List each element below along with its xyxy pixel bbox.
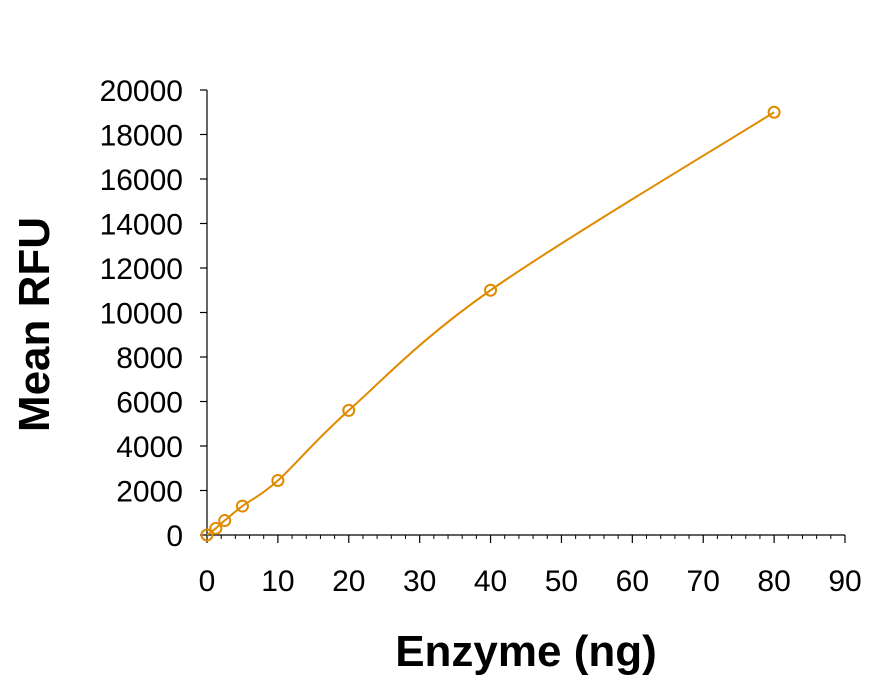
y-ticks: 0 2000 4000 6000 8000 10000 12000 14000 16000 180…: [100, 75, 207, 553]
x-tick-label: 0: [199, 565, 216, 598]
x-tick-label: 30: [403, 565, 436, 598]
fit-curve: [206, 111, 775, 536]
y-tick-label: 16000: [100, 164, 183, 197]
data-point: [209, 521, 223, 535]
x-tick-label: 10: [261, 565, 294, 598]
data-point: [218, 514, 232, 528]
data-points: [200, 105, 781, 542]
data-point: [200, 528, 214, 542]
axes: [206, 90, 845, 536]
x-ticks: 0 10 20 30 40 50 60 70 80 90: [199, 535, 862, 598]
y-tick-label: 10000: [100, 298, 183, 331]
y-tick-label: 12000: [100, 253, 183, 286]
y-axis-title: Mean RFU: [10, 217, 59, 432]
x-minor-ticks: [220, 535, 832, 539]
x-tick-label: 70: [687, 565, 720, 598]
x-tick-label: 80: [757, 565, 790, 598]
y-tick-label: 8000: [116, 342, 183, 375]
x-tick-label: 90: [828, 565, 861, 598]
y-tick-label: 4000: [116, 431, 183, 464]
x-tick-label: 60: [616, 565, 649, 598]
y-tick-label: 20000: [100, 75, 183, 108]
data-point: [235, 499, 249, 513]
data-point: [767, 105, 781, 119]
y-tick-label: 14000: [100, 209, 183, 242]
data-point: [342, 403, 356, 417]
data-point: [484, 283, 498, 297]
y-tick-label: 2000: [116, 476, 183, 509]
y-tick-label: 6000: [116, 387, 183, 420]
x-axis-title: Enzyme (ng): [395, 627, 657, 676]
y-tick-label: 18000: [100, 120, 183, 153]
y-tick-label: 0: [166, 520, 183, 553]
data-point: [271, 473, 285, 487]
x-tick-label: 40: [474, 565, 507, 598]
x-tick-label: 20: [332, 565, 365, 598]
x-tick-label: 50: [545, 565, 578, 598]
